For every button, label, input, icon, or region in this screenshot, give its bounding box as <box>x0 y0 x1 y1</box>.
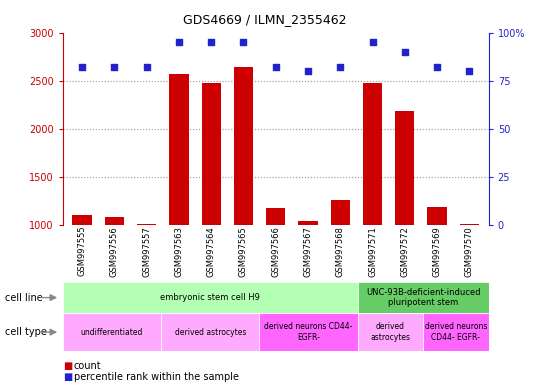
Text: GDS4669 / ILMN_2355462: GDS4669 / ILMN_2355462 <box>183 13 347 26</box>
Bar <box>137 224 156 225</box>
Text: GSM997563: GSM997563 <box>174 226 183 276</box>
Bar <box>63 313 161 351</box>
Point <box>271 64 280 70</box>
Text: GSM997565: GSM997565 <box>239 226 248 276</box>
Point <box>432 64 441 70</box>
Point <box>175 39 183 45</box>
Text: GSM997570: GSM997570 <box>465 226 474 276</box>
Bar <box>169 74 188 225</box>
Text: GSM997564: GSM997564 <box>207 226 216 276</box>
Bar <box>234 67 253 225</box>
Point <box>304 68 312 74</box>
Bar <box>358 282 489 313</box>
Text: undifferentiated: undifferentiated <box>81 328 143 337</box>
Text: GSM997568: GSM997568 <box>336 226 345 276</box>
Text: ■: ■ <box>63 361 72 371</box>
Text: derived neurons CD44-
EGFR-: derived neurons CD44- EGFR- <box>264 323 353 342</box>
Bar <box>428 207 447 225</box>
Text: derived astrocytes: derived astrocytes <box>175 328 246 337</box>
Point <box>368 39 377 45</box>
Text: GSM997555: GSM997555 <box>78 226 87 276</box>
Bar <box>259 313 358 351</box>
Bar <box>395 111 414 225</box>
Text: GSM997566: GSM997566 <box>271 226 280 276</box>
Text: GSM997567: GSM997567 <box>304 226 312 276</box>
Text: cell line: cell line <box>5 293 43 303</box>
Text: derived
astrocytes: derived astrocytes <box>370 323 411 342</box>
Bar <box>266 208 286 225</box>
Point <box>78 64 86 70</box>
Bar <box>358 313 423 351</box>
Text: derived neurons
CD44- EGFR-: derived neurons CD44- EGFR- <box>425 323 487 342</box>
Text: ■: ■ <box>63 372 72 382</box>
Point <box>110 64 119 70</box>
Text: GSM997556: GSM997556 <box>110 226 119 276</box>
Text: embryonic stem cell H9: embryonic stem cell H9 <box>161 293 260 302</box>
Point <box>239 39 248 45</box>
Text: GSM997572: GSM997572 <box>400 226 410 276</box>
Bar <box>460 224 479 225</box>
Point <box>143 64 151 70</box>
Bar <box>298 221 318 225</box>
Text: cell type: cell type <box>5 327 48 337</box>
Text: count: count <box>74 361 102 371</box>
Point <box>207 39 216 45</box>
Bar <box>105 217 124 225</box>
Bar <box>201 83 221 225</box>
Text: GSM997571: GSM997571 <box>368 226 377 276</box>
Bar <box>73 215 92 225</box>
Bar <box>363 83 382 225</box>
Bar <box>330 200 350 225</box>
Point <box>400 49 409 55</box>
Point <box>465 68 474 74</box>
Text: UNC-93B-deficient-induced
pluripotent stem: UNC-93B-deficient-induced pluripotent st… <box>366 288 480 307</box>
Text: GSM997569: GSM997569 <box>432 226 442 276</box>
Text: GSM997557: GSM997557 <box>142 226 151 276</box>
Bar <box>423 313 489 351</box>
Bar <box>63 282 358 313</box>
Bar <box>161 313 259 351</box>
Point <box>336 64 345 70</box>
Text: percentile rank within the sample: percentile rank within the sample <box>74 372 239 382</box>
